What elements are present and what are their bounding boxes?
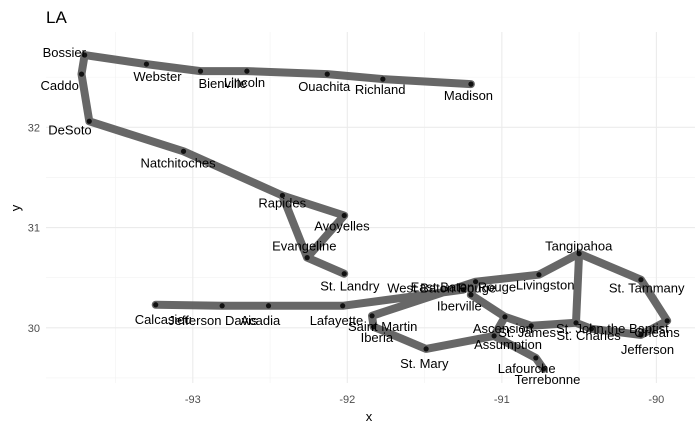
y-axis-title: y bbox=[8, 204, 23, 211]
point-madison bbox=[468, 81, 474, 87]
label-lafayette: Lafayette bbox=[310, 313, 364, 328]
point-lafayette bbox=[340, 303, 346, 309]
label-ouachita: Ouachita bbox=[298, 79, 351, 94]
x-tick-label: -91 bbox=[494, 394, 510, 406]
route-line-2 bbox=[151, 249, 672, 373]
x-axis-ticks: -93 -92 -91 -90 bbox=[185, 394, 664, 406]
label-avoyelles: Avoyelles bbox=[314, 219, 370, 234]
point-lincoln bbox=[244, 68, 250, 74]
point-iberville bbox=[468, 292, 474, 298]
point-livingston bbox=[536, 272, 542, 278]
point-calcasieu bbox=[153, 302, 159, 308]
point-st-charles bbox=[588, 326, 595, 332]
point-st-james bbox=[528, 323, 534, 329]
point-st-mary bbox=[423, 346, 429, 352]
label-livingston: Livingston bbox=[516, 278, 575, 293]
point-desoto bbox=[86, 118, 92, 124]
label-orleans: Orleans bbox=[634, 325, 680, 340]
chart-title: LA bbox=[46, 8, 67, 27]
label-terrebonne: Terrebonne bbox=[515, 372, 581, 387]
point-caddo bbox=[78, 71, 85, 77]
point-terrebonne bbox=[540, 366, 547, 372]
label-st-tammany: St. Tammany bbox=[609, 281, 685, 296]
point-st-tammany bbox=[638, 277, 644, 283]
label-calcasieu: Calcasieu bbox=[135, 312, 192, 327]
parish-points bbox=[78, 52, 670, 372]
point-ouachita bbox=[324, 71, 330, 77]
label-richland: Richland bbox=[355, 82, 406, 97]
point-jefferson-davis bbox=[219, 303, 225, 309]
y-tick-label: 30 bbox=[28, 323, 40, 335]
point-evangeline bbox=[304, 255, 310, 261]
label-desoto: DeSoto bbox=[48, 122, 91, 137]
point-acadia bbox=[265, 303, 272, 309]
label-saint-martin: Saint Martin bbox=[348, 319, 417, 334]
point-bienville bbox=[197, 68, 204, 74]
label-bienville: Bienville bbox=[199, 76, 247, 91]
y-axis-ticks: 30 31 32 bbox=[28, 122, 40, 335]
label-madison: Madison bbox=[444, 88, 493, 103]
label-st-mary: St. Mary bbox=[400, 356, 449, 371]
label-iberville: Iberville bbox=[437, 299, 482, 314]
label-lafourche: Lafourche bbox=[498, 361, 556, 376]
point-saint-martin bbox=[369, 313, 375, 319]
point-natchitoches bbox=[180, 148, 187, 154]
point-orleans bbox=[664, 318, 670, 324]
minor-gridlines bbox=[46, 32, 695, 383]
point-west-baton-rouge bbox=[460, 287, 466, 293]
label-webster: Webster bbox=[133, 69, 182, 84]
label-st-landry: St. Landry bbox=[320, 279, 380, 294]
label-lincoln: Lincoln bbox=[224, 75, 265, 90]
x-tick-label: -92 bbox=[339, 394, 355, 406]
point-rapides bbox=[279, 192, 286, 199]
route-lines bbox=[77, 51, 672, 373]
label-st-john-the-baptist: St. John the Baptist bbox=[556, 321, 669, 336]
point-lafourche bbox=[533, 355, 539, 361]
point-ascension bbox=[502, 314, 508, 320]
point-webster bbox=[143, 61, 150, 67]
y-tick-label: 31 bbox=[28, 223, 40, 235]
label-east-baton-rouge: East Baton Rouge bbox=[411, 280, 517, 295]
label-assumption: Assumption bbox=[474, 337, 542, 352]
label-st-james: St. James bbox=[498, 325, 556, 340]
point-iberia bbox=[370, 324, 377, 330]
label-evangeline: Evangeline bbox=[272, 239, 336, 254]
point-st-landry bbox=[341, 271, 347, 277]
x-tick-label: -93 bbox=[185, 394, 201, 406]
route-line-1 bbox=[77, 51, 475, 278]
x-axis-title: x bbox=[366, 409, 373, 424]
label-caddo: Caddo bbox=[41, 78, 79, 93]
label-jefferson: Jefferson bbox=[621, 342, 674, 357]
point-tangipahoa bbox=[576, 251, 582, 257]
point-east-baton-rouge bbox=[472, 279, 479, 285]
point-bossier bbox=[82, 52, 88, 58]
label-bossier: Bossier bbox=[43, 45, 87, 60]
label-ascension: Ascension bbox=[473, 321, 533, 336]
label-jefferson-davis: Jefferson Davis bbox=[168, 313, 258, 328]
y-tick-label: 32 bbox=[28, 122, 40, 134]
label-st-charles: St. Charles bbox=[557, 328, 622, 343]
label-west-baton-rouge: West Baton Rouge bbox=[387, 281, 496, 296]
label-tangipahoa: Tangipahoa bbox=[545, 239, 613, 254]
label-acadia: Acadia bbox=[241, 313, 282, 328]
label-natchitoches: Natchitoches bbox=[141, 155, 217, 170]
x-tick-label: -90 bbox=[648, 394, 664, 406]
point-avoyelles bbox=[341, 212, 347, 219]
point-st-john-the-baptist bbox=[573, 320, 579, 326]
point-jefferson bbox=[638, 332, 644, 338]
label-iberia: Iberia bbox=[361, 330, 394, 345]
label-rapides: Rapides bbox=[258, 196, 306, 211]
point-richland bbox=[380, 76, 386, 82]
point-assumption bbox=[491, 333, 497, 339]
